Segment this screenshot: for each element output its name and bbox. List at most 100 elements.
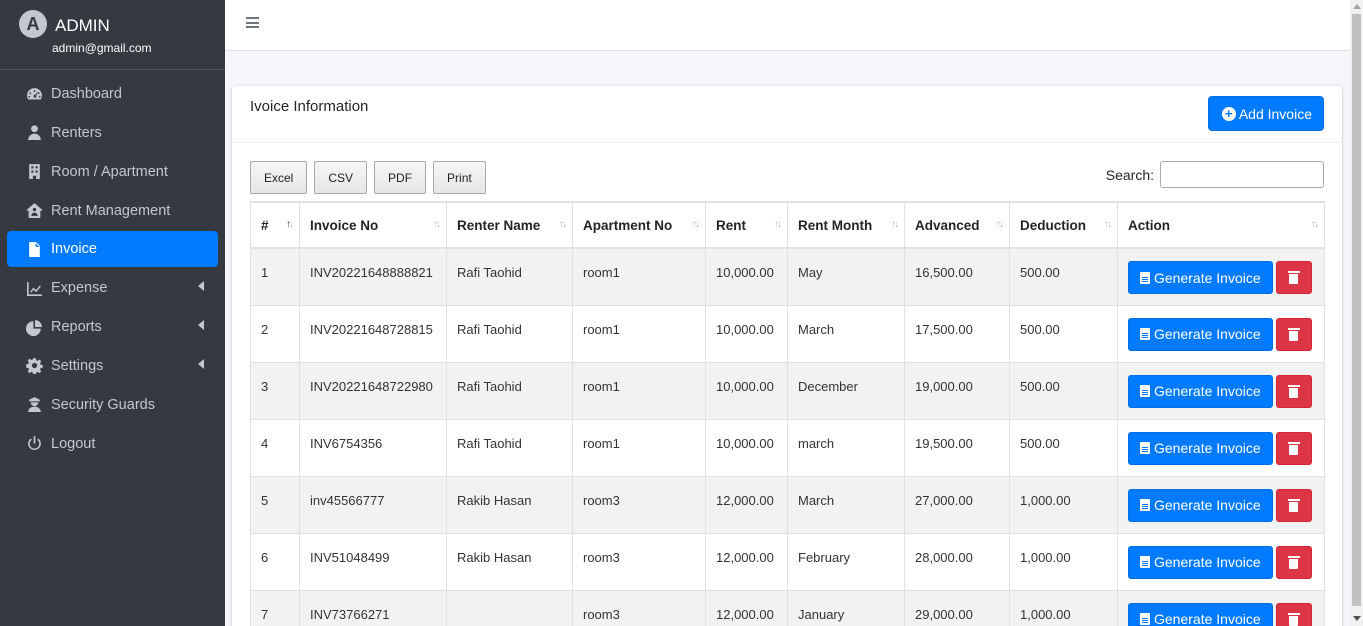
sidebar-item-security-guards[interactable]: Security Guards bbox=[7, 387, 218, 423]
table-row: 2 INV20221648728815 Rafi Taohid room1 10,000… bbox=[250, 304, 1325, 363]
sidebar-nav: Dashboard Renters Room / Apartment Rent Man… bbox=[7, 76, 218, 464]
search-input[interactable] bbox=[1160, 161, 1324, 188]
sidebar-item-logout[interactable]: Logout bbox=[7, 426, 218, 462]
generate-invoice-button[interactable]: Generate Invoice bbox=[1128, 431, 1273, 465]
cell-index: 5 bbox=[250, 475, 300, 534]
cell-rent: 10,000.00 bbox=[705, 361, 788, 420]
trash-icon bbox=[1287, 498, 1300, 512]
cell-invoice-no: INV73766271 bbox=[299, 589, 447, 626]
trash-icon bbox=[1287, 271, 1300, 284]
tachometer-icon bbox=[24, 85, 44, 103]
cell-action: Generate Invoice bbox=[1117, 475, 1325, 534]
sidebar-item-room-apartment[interactable]: Room / Apartment bbox=[7, 154, 218, 190]
column-header-advanced[interactable]: Advanced ↑↓ bbox=[904, 201, 1010, 249]
export-excel-button[interactable]: Excel bbox=[250, 161, 308, 194]
brand-name: ADMIN bbox=[55, 16, 110, 35]
cell-renter-name: Rakib Hasan bbox=[446, 475, 573, 534]
brand[interactable]: A ADMIN admin@gmail.com bbox=[0, 0, 225, 70]
cell-apartment-no: room3 bbox=[572, 532, 706, 591]
scroll-down-arrow-icon[interactable] bbox=[1353, 616, 1361, 621]
column-header-renter-name[interactable]: Renter Name ↑↓ bbox=[446, 201, 573, 249]
column-header-apartment-no[interactable]: Apartment No ↑↓ bbox=[572, 201, 706, 249]
delete-button[interactable] bbox=[1275, 261, 1312, 294]
delete-button[interactable] bbox=[1275, 317, 1312, 351]
table-search: Search: bbox=[1106, 161, 1324, 188]
sidebar-item-label: Renters bbox=[51, 124, 102, 141]
table-body: 1 INV20221648888821 Rafi Taohid room1 10,000… bbox=[250, 247, 1325, 626]
caret-left-icon[interactable] bbox=[198, 358, 204, 369]
page-scrollbar[interactable] bbox=[1350, 0, 1363, 626]
sidebar-item-rent-management[interactable]: Rent Management bbox=[7, 193, 218, 229]
cell-action: Generate Invoice bbox=[1117, 247, 1325, 306]
sidebar: A ADMIN admin@gmail.com Dashboard Renters… bbox=[0, 0, 225, 626]
sidebar-item-invoice[interactable]: Invoice bbox=[7, 231, 218, 268]
table-row: 3 INV20221648722980 Rafi Taohid room1 10,000… bbox=[250, 361, 1325, 420]
file-icon bbox=[1140, 556, 1150, 568]
cell-action: Generate Invoice bbox=[1117, 532, 1325, 591]
delete-button[interactable] bbox=[1275, 374, 1312, 408]
trash-icon bbox=[1287, 612, 1300, 626]
export-buttons: Excel CSV PDF Print bbox=[250, 161, 493, 194]
caret-left-icon[interactable] bbox=[198, 320, 204, 331]
column-header-deduction[interactable]: Deduction ↑↓ bbox=[1009, 201, 1118, 249]
scroll-thumb[interactable] bbox=[1352, 14, 1361, 606]
table-row: 4 INV6754356 Rafi Taohid room1 10,000.00 marc… bbox=[250, 418, 1325, 477]
plus-circle-icon: + bbox=[1221, 106, 1236, 121]
cell-rent: 10,000.00 bbox=[705, 247, 788, 306]
generate-invoice-button[interactable]: Generate Invoice bbox=[1128, 374, 1273, 408]
user-icon bbox=[24, 124, 44, 142]
sidebar-item-dashboard[interactable]: Dashboard bbox=[7, 76, 218, 112]
sidebar-item-renters[interactable]: Renters bbox=[7, 115, 218, 151]
generate-invoice-label: Generate Invoice bbox=[1154, 440, 1261, 456]
generate-invoice-label: Generate Invoice bbox=[1154, 269, 1261, 286]
sidebar-item-label: Logout bbox=[51, 435, 96, 452]
generate-invoice-button[interactable]: Generate Invoice bbox=[1128, 488, 1273, 522]
table-row: 5 inv45566777 Rakib Hasan room3 12,000.00 Mar… bbox=[250, 475, 1325, 534]
export-pdf-button[interactable]: PDF bbox=[374, 161, 427, 194]
column-header-invoice-no[interactable]: Invoice No ↑↓ bbox=[299, 201, 447, 249]
building-icon bbox=[24, 163, 44, 181]
column-header-action[interactable]: Action ↑↓ bbox=[1117, 201, 1325, 249]
cell-index: 2 bbox=[250, 304, 300, 363]
scroll-up-arrow-icon[interactable] bbox=[1353, 4, 1361, 9]
cell-invoice-no: inv45566777 bbox=[299, 475, 447, 534]
card-header: Ivoice Information + Add Invoice bbox=[232, 86, 1342, 143]
column-header-index[interactable]: # ↑↓ bbox=[250, 201, 300, 249]
sidebar-item-settings[interactable]: Settings bbox=[7, 348, 218, 384]
delete-button[interactable] bbox=[1275, 545, 1312, 579]
cell-apartment-no: room1 bbox=[572, 304, 706, 363]
generate-invoice-label: Generate Invoice bbox=[1154, 554, 1261, 570]
cell-apartment-no: room1 bbox=[572, 361, 706, 420]
export-csv-button[interactable]: CSV bbox=[314, 161, 368, 194]
column-header-rent[interactable]: Rent ↑↓ bbox=[705, 201, 788, 249]
sort-icon: ↑↓ bbox=[1311, 219, 1319, 230]
cell-rent: 10,000.00 bbox=[705, 418, 788, 477]
caret-left-icon[interactable] bbox=[198, 281, 204, 292]
generate-invoice-button[interactable]: Generate Invoice bbox=[1128, 261, 1273, 294]
sort-icon: ↑↓ bbox=[692, 219, 700, 230]
delete-button[interactable] bbox=[1275, 431, 1312, 465]
cell-invoice-no: INV6754356 bbox=[299, 418, 447, 477]
table-row: 1 INV20221648888821 Rafi Taohid room1 10,000… bbox=[250, 247, 1325, 306]
file-icon bbox=[1140, 328, 1150, 340]
cell-deduction: 1,000.00 bbox=[1009, 532, 1118, 591]
brand-logo-icon: A bbox=[19, 10, 47, 38]
delete-button[interactable] bbox=[1275, 602, 1312, 626]
file-icon bbox=[1140, 271, 1150, 284]
add-invoice-button[interactable]: + Add Invoice bbox=[1207, 96, 1324, 131]
sort-icon: ↑↓ bbox=[774, 219, 782, 230]
cell-renter-name: Rafi Taohid bbox=[446, 418, 573, 477]
sidebar-item-reports[interactable]: Reports bbox=[7, 309, 218, 345]
sidebar-item-expense[interactable]: Expense bbox=[7, 270, 218, 306]
column-header-rent-month[interactable]: Rent Month ↑↓ bbox=[787, 201, 905, 249]
menu-toggle-icon[interactable] bbox=[246, 17, 259, 28]
generate-invoice-button[interactable]: Generate Invoice bbox=[1128, 545, 1273, 579]
delete-button[interactable] bbox=[1275, 488, 1312, 522]
print-button[interactable]: Print bbox=[433, 161, 486, 194]
cell-index: 6 bbox=[250, 532, 300, 591]
house-user-icon bbox=[24, 202, 44, 220]
cell-action: Generate Invoice bbox=[1117, 361, 1325, 420]
generate-invoice-button[interactable]: Generate Invoice bbox=[1128, 602, 1273, 626]
cell-rent-month: May bbox=[787, 247, 905, 306]
generate-invoice-button[interactable]: Generate Invoice bbox=[1128, 317, 1273, 351]
